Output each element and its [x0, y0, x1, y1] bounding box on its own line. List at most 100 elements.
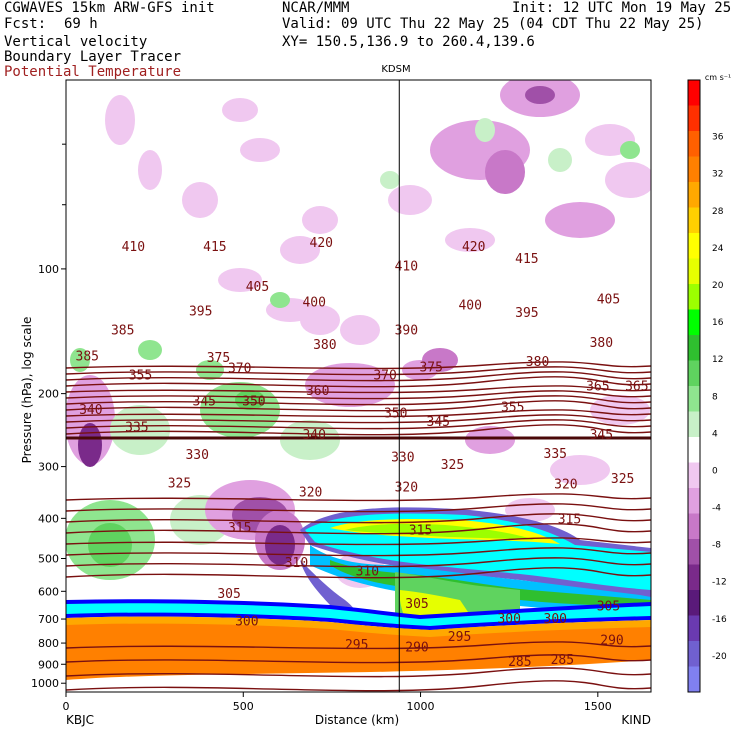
theta-label: 365 — [586, 379, 609, 394]
colorbar-frame — [687, 79, 701, 693]
theta-contour — [66, 654, 651, 664]
x-tick-label: 500 — [233, 700, 254, 713]
downdraft-blob — [302, 206, 338, 234]
theta-label: 305 — [217, 587, 240, 602]
theta-label: 290 — [405, 640, 428, 655]
boundary-layer-top — [66, 603, 651, 626]
colorbar-tick-label: 36 — [712, 133, 724, 143]
y-tick-label: 800 — [38, 637, 59, 650]
x-tick-label: 1500 — [584, 700, 612, 713]
theta-label: 365 — [625, 379, 648, 394]
theta-label: 300 — [497, 612, 520, 627]
theta-contour — [66, 513, 651, 524]
theta-label: 315 — [558, 512, 581, 527]
theta-contour — [66, 680, 651, 692]
theta-label: 415 — [203, 240, 226, 255]
theta-contour — [66, 493, 651, 502]
colorbar-swatch — [688, 309, 700, 336]
theta-label: 310 — [285, 556, 308, 571]
colorbar-swatch — [688, 156, 700, 183]
theta-label: 420 — [310, 236, 333, 251]
colorbar-unit: cm s⁻¹ — [705, 73, 731, 82]
colorbar-tick-label: 8 — [712, 392, 718, 402]
updraft-blob — [70, 348, 90, 372]
colorbar-tick-label: -4 — [712, 504, 721, 514]
theta-contour — [66, 567, 651, 579]
updraft-blob — [620, 141, 640, 159]
theta-label: 375 — [419, 360, 442, 375]
updraft-blob — [138, 340, 162, 360]
theta-contour — [66, 537, 651, 546]
theta-contour — [66, 419, 651, 430]
theta-label: 320 — [299, 486, 322, 501]
colorbar: 36 32 28 24 20 16 12 8 4 0 -4 -8 -12 -16 -20 — [687, 79, 727, 693]
theta-label: 305 — [405, 597, 428, 612]
downdraft-blob — [545, 202, 615, 238]
theta-label: 295 — [448, 630, 471, 645]
theta-label: 410 — [395, 259, 418, 274]
theta-contour — [66, 641, 651, 650]
theta-label: 390 — [395, 323, 418, 338]
downdraft-blob — [340, 315, 380, 345]
colorbar-tick-label: 16 — [712, 318, 724, 328]
colorbar-swatch — [688, 513, 700, 540]
theta-label: 300 — [235, 614, 258, 629]
colorbar-tick-label: -16 — [712, 615, 727, 625]
tracer-band — [330, 560, 651, 606]
downdraft-core — [525, 86, 555, 104]
valid-time: Valid: 09 UTC Thu 22 May 25 (04 CDT Thu … — [282, 16, 704, 32]
theta-label: 355 — [129, 369, 152, 384]
theta-contour — [66, 523, 651, 535]
colorbar-swatch — [688, 335, 700, 361]
theta-contour — [66, 557, 651, 568]
colorbar-tick-label: 0 — [712, 466, 718, 476]
theta-contour — [66, 395, 651, 406]
theta-label: 330 — [391, 451, 414, 466]
y-tick-label: 600 — [38, 585, 59, 598]
colorbar-swatch — [688, 233, 700, 259]
colorbar-swatch — [688, 182, 700, 208]
downdraft-blob — [138, 150, 162, 190]
colorbar-swatch — [688, 666, 700, 693]
center-label: NCAR/MMM — [282, 0, 350, 16]
plot-frame — [65, 79, 652, 693]
theta-contour — [66, 371, 651, 382]
right-station: KIND — [621, 713, 651, 727]
colorbar-tick-label: 12 — [712, 355, 723, 365]
theta-label: 350 — [242, 395, 265, 410]
colorbar-swatch — [688, 590, 700, 616]
colorbar-tick-label: 28 — [712, 207, 724, 217]
theta-label: 400 — [302, 296, 325, 311]
init-time: Init: 12 UTC Mon 19 May 25 — [512, 0, 732, 16]
theta-label: 385 — [111, 323, 134, 338]
downdraft-core — [485, 150, 525, 194]
colorbar-swatch — [688, 207, 700, 234]
theta-label: 355 — [501, 401, 524, 416]
theta-label: 380 — [526, 355, 549, 370]
downdraft-core — [78, 423, 102, 467]
y-axis: 100 200 300 400 500 600 700 800 900 1000 — [31, 143, 66, 690]
colorbar-tick-label: 20 — [712, 281, 724, 291]
y-tick-label: 900 — [38, 658, 59, 671]
theta-label: 300 — [544, 612, 567, 627]
colorbar-swatch — [688, 80, 700, 106]
colorbar-swatch — [688, 539, 700, 565]
colorbar-swatch — [688, 462, 700, 489]
field-potential-temperature: Potential Temperature — [4, 64, 182, 80]
theta-label: 345 — [193, 395, 216, 410]
downdraft-blob — [550, 455, 610, 485]
field-boundary-layer-tracer: Boundary Layer Tracer — [4, 49, 182, 65]
colorbar-tick-label: -8 — [712, 541, 721, 551]
theta-label: 400 — [458, 299, 481, 314]
colorbar-swatch — [688, 105, 700, 132]
theta-label: 330 — [185, 448, 208, 463]
theta-label: 415 — [515, 252, 538, 267]
colorbar-swatch — [688, 411, 700, 438]
colorbar-swatch — [688, 437, 700, 463]
colorbar-tick-label: -12 — [712, 578, 727, 588]
theta-label: 335 — [125, 420, 148, 435]
colorbar-swatch — [688, 564, 700, 591]
theta-contour — [66, 366, 651, 376]
theta-label: 315 — [228, 521, 251, 536]
theta-labels: 410 415 420 410 420 415 405 400 395 400 395 405 390 3… — [76, 236, 649, 670]
